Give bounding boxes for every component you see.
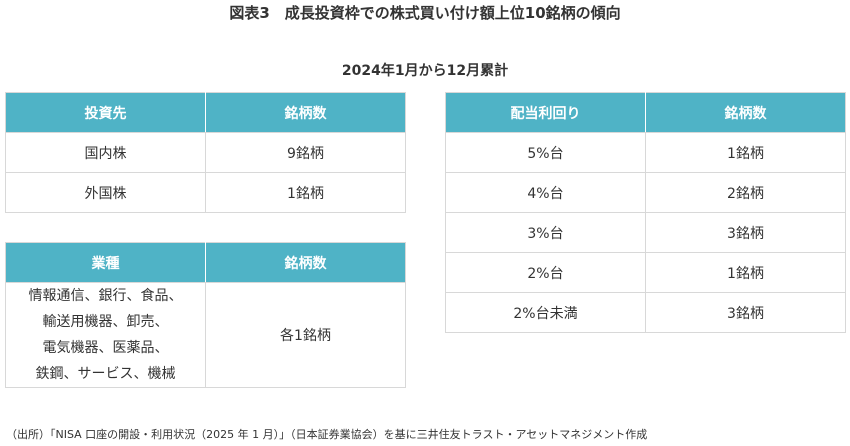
table-cell-count: 9銘柄 — [205, 132, 406, 173]
table-cell-count: 1銘柄 — [645, 132, 846, 173]
table-cell-count: 1銘柄 — [645, 252, 846, 293]
table-cell-label: 3%台 — [445, 212, 646, 253]
period-subtitle: 2024年1月から12月累計 — [341, 63, 509, 79]
sector-line: 輸送用機器、卸売、 — [42, 314, 169, 330]
header-stock-count: 銘柄数 — [205, 242, 406, 283]
table-row: 2%台 1銘柄 — [445, 252, 846, 293]
table-cell-count: 各1銘柄 — [205, 282, 406, 388]
table-row: 2%台未満 3銘柄 — [445, 292, 846, 333]
header-investment-destination: 投資先 — [5, 92, 206, 133]
sector-line: 電気機器、医薬品、 — [42, 340, 169, 356]
figure-title: 図表3 成長投資枠での株式買い付け額上位10銘柄の傾向 — [229, 4, 621, 22]
table-cell-label: 外国株 — [5, 172, 206, 213]
table-cell-label: 4%台 — [445, 172, 646, 213]
investment-destination-table: 投資先 銘柄数 国内株 9銘柄 外国株 1銘柄 — [5, 92, 406, 213]
table-cell-label: 5%台 — [445, 132, 646, 173]
table-row: 5%台 1銘柄 — [445, 132, 846, 173]
table-row: 外国株 1銘柄 — [5, 172, 406, 213]
table-header-row: 業種 銘柄数 — [5, 242, 406, 283]
table-header-row: 投資先 銘柄数 — [5, 92, 406, 133]
table-cell-label: 2%台 — [445, 252, 646, 293]
sector-line: 情報通信、銀行、食品、 — [28, 288, 183, 304]
dividend-yield-table: 配当利回り 銘柄数 5%台 1銘柄 4%台 2銘柄 3%台 3銘柄 2%台 1銘… — [445, 92, 846, 333]
table-cell-count: 3銘柄 — [645, 212, 846, 253]
table-cell-label: 国内株 — [5, 132, 206, 173]
sector-line: 鉄鋼、サービス、機械 — [35, 366, 176, 382]
table-cell-count: 3銘柄 — [645, 292, 846, 333]
header-stock-count: 銘柄数 — [645, 92, 846, 133]
table-cell-count: 2銘柄 — [645, 172, 846, 213]
header-stock-count: 銘柄数 — [205, 92, 406, 133]
table-header-row: 配当利回り 銘柄数 — [445, 92, 846, 133]
table-row: 3%台 3銘柄 — [445, 212, 846, 253]
sector-list-cell: 情報通信、銀行、食品、 輸送用機器、卸売、 電気機器、医薬品、 鉄鋼、サービス、… — [5, 282, 206, 388]
table-cell-label: 2%台未満 — [445, 292, 646, 333]
table-row: 4%台 2銘柄 — [445, 172, 846, 213]
sector-table: 業種 銘柄数 情報通信、銀行、食品、 輸送用機器、卸売、 電気機器、医薬品、 鉄… — [5, 242, 406, 388]
table-row: 国内株 9銘柄 — [5, 132, 406, 173]
header-sector: 業種 — [5, 242, 206, 283]
header-dividend-yield: 配当利回り — [445, 92, 646, 133]
source-note: （出所）「NISA 口座の開設・利用状況（2025 年 1 月）」（日本証券業協… — [6, 428, 648, 441]
table-cell-count: 1銘柄 — [205, 172, 406, 213]
table-row: 情報通信、銀行、食品、 輸送用機器、卸売、 電気機器、医薬品、 鉄鋼、サービス、… — [5, 282, 406, 388]
